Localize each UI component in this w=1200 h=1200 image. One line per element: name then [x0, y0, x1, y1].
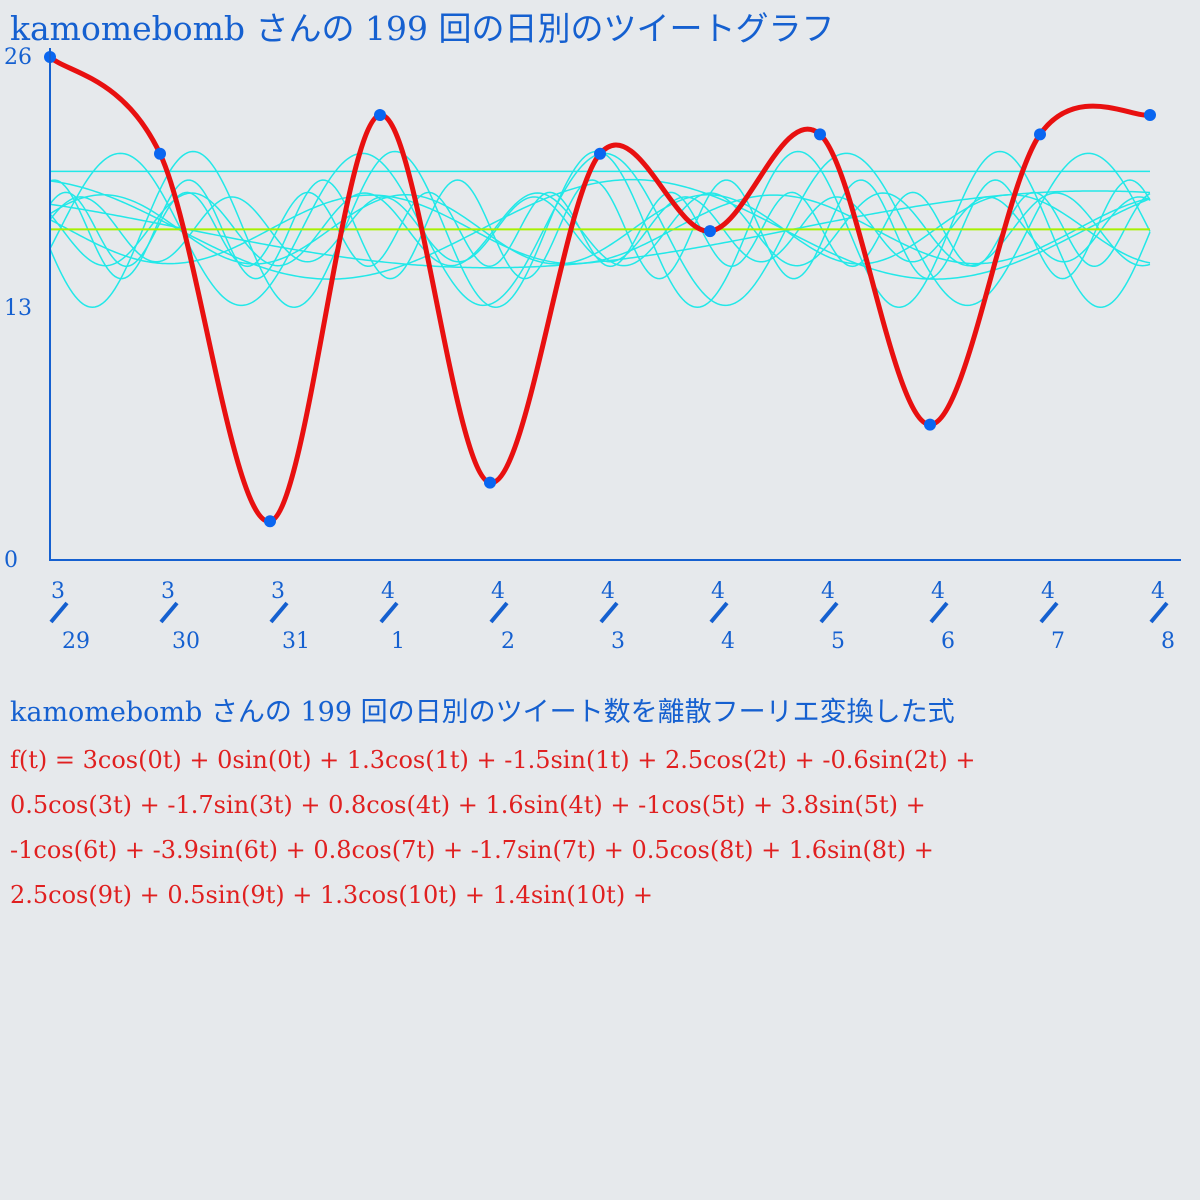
- axes: [49, 48, 1181, 561]
- x-tick-slash: [379, 601, 399, 624]
- x-tick-9: 47: [1039, 579, 1065, 654]
- y-tick-label: 26: [4, 45, 32, 70]
- x-tick-day: 8: [1161, 629, 1175, 654]
- x-tick-3: 41: [379, 579, 405, 654]
- formula-line-2: -1cos(6t) + -3.9sin(6t) + 0.8cos(7t) + -…: [10, 836, 934, 864]
- x-tick-slash: [269, 601, 289, 624]
- data-point-9: [1034, 128, 1046, 141]
- harmonic-curve-10: [49, 191, 1151, 268]
- x-tick-month: 3: [271, 579, 285, 604]
- x-tick-day: 5: [831, 629, 845, 654]
- x-tick-month: 4: [381, 579, 395, 604]
- x-tick-7: 45: [819, 579, 845, 654]
- x-tick-day: 30: [172, 629, 200, 654]
- x-tick-slash: [489, 601, 509, 624]
- x-tick-slash: [599, 601, 619, 624]
- formula-heading: kamomebomb さんの 199 回の日別のツイート数を離散フーリエ変換した…: [10, 697, 955, 728]
- harmonic-curve-9: [49, 179, 1151, 280]
- x-tick-day: 7: [1051, 629, 1065, 654]
- x-tick-4: 42: [489, 579, 515, 654]
- y-tick-label: 0: [4, 548, 18, 573]
- x-tick-day: 29: [62, 629, 90, 654]
- x-tick-slash: [1149, 601, 1169, 624]
- x-tick-month: 4: [601, 579, 615, 604]
- data-point-10: [1144, 109, 1156, 122]
- x-tick-slash: [709, 601, 729, 624]
- harmonic-curve-8: [49, 196, 1151, 263]
- fourier-sum-curve: [47, 54, 1153, 524]
- chart-title: kamomebomb さんの 199 回の日別のツイートグラフ: [10, 9, 835, 48]
- x-tick-1: 3 30: [159, 579, 200, 654]
- x-tick-month: 4: [491, 579, 505, 604]
- x-tick-day: 4: [721, 629, 735, 654]
- formula-text: f(t) = 3cos(0t) + 0sin(0t) + 1.3cos(1t) …: [10, 742, 975, 922]
- data-point-2: [264, 515, 276, 528]
- x-tick-day: 2: [501, 629, 515, 654]
- data-point-8: [924, 418, 936, 431]
- data-point-5: [594, 147, 606, 160]
- x-tick-day: 1: [391, 629, 405, 654]
- formula-line-0: f(t) = 3cos(0t) + 0sin(0t) + 1.3cos(1t) …: [10, 746, 976, 774]
- data-point-6: [704, 225, 716, 238]
- x-tick-month: 3: [161, 579, 175, 604]
- x-tick-day: 31: [282, 629, 310, 654]
- x-tick-slash: [159, 601, 179, 624]
- x-tick-month: 4: [821, 579, 835, 604]
- x-tick-2: 3 31: [269, 579, 310, 654]
- harmonic-curves: [49, 150, 1151, 309]
- x-tick-month: 3: [51, 579, 65, 604]
- data-point-7: [814, 128, 826, 141]
- x-tick-month: 4: [1151, 579, 1165, 604]
- formula-line-1: 0.5cos(3t) + -1.7sin(3t) + 0.8cos(4t) + …: [10, 791, 926, 819]
- x-tick-day: 6: [941, 629, 955, 654]
- data-point-1: [154, 147, 166, 160]
- x-tick-0: 3 29: [49, 579, 90, 654]
- harmonic-curve-7: [49, 192, 1151, 267]
- data-point-4: [484, 476, 496, 489]
- fourier-sum-layer: [47, 54, 1153, 524]
- x-tick-slash: [49, 601, 69, 624]
- x-tick-slash: [819, 601, 839, 624]
- x-tick-month: 4: [711, 579, 725, 604]
- x-tick-10: 48: [1149, 579, 1175, 654]
- data-point-3: [374, 109, 386, 122]
- x-tick-5: 43: [599, 579, 625, 654]
- x-tick-6: 44: [709, 579, 735, 654]
- y-tick-label: 13: [4, 296, 32, 321]
- x-tick-8: 46: [929, 579, 955, 654]
- formula-line-3: 2.5cos(9t) + 0.5sin(9t) + 1.3cos(10t) + …: [10, 881, 653, 909]
- x-tick-slash: [1039, 601, 1059, 624]
- x-tick-slash: [929, 601, 949, 624]
- x-tick-month: 4: [1041, 579, 1055, 604]
- data-points: [44, 51, 1156, 528]
- x-tick-month: 4: [931, 579, 945, 604]
- x-tick-day: 3: [611, 629, 625, 654]
- y-tick-labels: 0 13 26: [4, 45, 32, 573]
